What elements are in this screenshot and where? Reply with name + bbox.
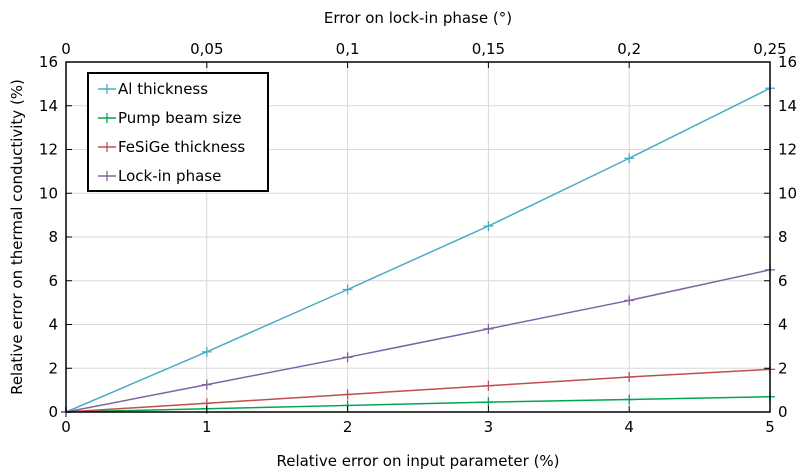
- data-point-marker: [342, 352, 353, 363]
- x2-tick-label: 0,05: [190, 40, 223, 58]
- data-point-marker: [624, 394, 635, 405]
- x-tick-label: 3: [484, 418, 494, 436]
- y-tick-label-right: 10: [778, 184, 797, 202]
- series-lines: [61, 83, 775, 417]
- data-point-marker: [483, 323, 494, 334]
- x-tick-label: 5: [765, 418, 775, 436]
- y-tick-label-right: 12: [778, 141, 797, 159]
- tick-labels: 0 1 2 3 4 50 0,05 0,1 0,15 0,2 0,250 02 24 46 68 810 101…: [39, 40, 797, 436]
- y-tick-label-left: 14: [39, 97, 58, 115]
- y-tick-label-left: 2: [48, 359, 58, 377]
- data-point-marker: [342, 284, 353, 295]
- y-tick-label-right: 0: [778, 403, 788, 421]
- legend-box: [87, 72, 269, 192]
- x-tick-label: 4: [624, 418, 634, 436]
- y-tick-label-right: 4: [778, 316, 788, 334]
- series-line: [65, 87, 771, 413]
- data-point-marker: [342, 389, 353, 400]
- y-axis-label: Relative error on thermal conductivity (…: [8, 79, 26, 395]
- y-tick-label-left: 6: [48, 272, 58, 290]
- y-tick-label-right: 6: [778, 272, 788, 290]
- legend-label: Pump beam size: [118, 109, 242, 127]
- x2-tick-label: 0,1: [336, 40, 360, 58]
- data-point-marker: [624, 295, 635, 306]
- legend: Al thickness Pump beam size FeSiGe thickne…: [87, 72, 269, 192]
- y-tick-label-right: 8: [778, 228, 788, 246]
- x2-tick-label: 0,15: [472, 40, 505, 58]
- x-axis-label: Relative error on input parameter (%): [276, 452, 559, 470]
- legend-label: FeSiGe thickness: [118, 138, 245, 156]
- y-tick-label-left: 16: [39, 53, 58, 71]
- legend-label: Al thickness: [118, 80, 208, 98]
- x-tick-label: 2: [343, 418, 353, 436]
- y-tick-label-left: 10: [39, 184, 58, 202]
- legend-item: Pump beam size: [98, 109, 242, 127]
- x2-tick-label: 0,2: [617, 40, 641, 58]
- y-tick-label-right: 14: [778, 97, 797, 115]
- data-point-marker: [483, 221, 494, 232]
- data-point-marker: [201, 379, 212, 390]
- legend-item: Lock-in phase: [98, 167, 221, 185]
- series-line: [65, 368, 771, 413]
- top-x-axis-label: Error on lock-in phase (°): [324, 9, 512, 27]
- x2-tick-label: 0,25: [753, 40, 786, 58]
- legend-label: Lock-in phase: [118, 167, 221, 185]
- data-point-marker: [624, 372, 635, 382]
- ticks: [65, 61, 771, 413]
- y-tick-label-right: 2: [778, 359, 788, 377]
- series-line: [65, 395, 771, 413]
- x-tick-label: 1: [202, 418, 212, 436]
- x-tick-label: 0: [61, 418, 71, 436]
- data-point-marker: [483, 397, 494, 408]
- series-line: [65, 269, 771, 413]
- x2-tick-label: 0: [61, 40, 71, 58]
- y-tick-label-left: 8: [48, 228, 58, 246]
- legend-item: FeSiGe thickness: [98, 138, 245, 156]
- data-point-marker: [624, 153, 635, 164]
- y-tick-label-left: 12: [39, 141, 58, 159]
- y-tick-label-left: 0: [48, 403, 58, 421]
- legend-item: Al thickness: [98, 80, 208, 98]
- data-point-marker: [201, 346, 212, 357]
- legend-items: Al thickness Pump beam size FeSiGe thickne…: [98, 80, 245, 185]
- y-tick-label-left: 4: [48, 316, 58, 334]
- data-point-marker: [483, 380, 494, 391]
- y-tick-label-right: 16: [778, 53, 797, 71]
